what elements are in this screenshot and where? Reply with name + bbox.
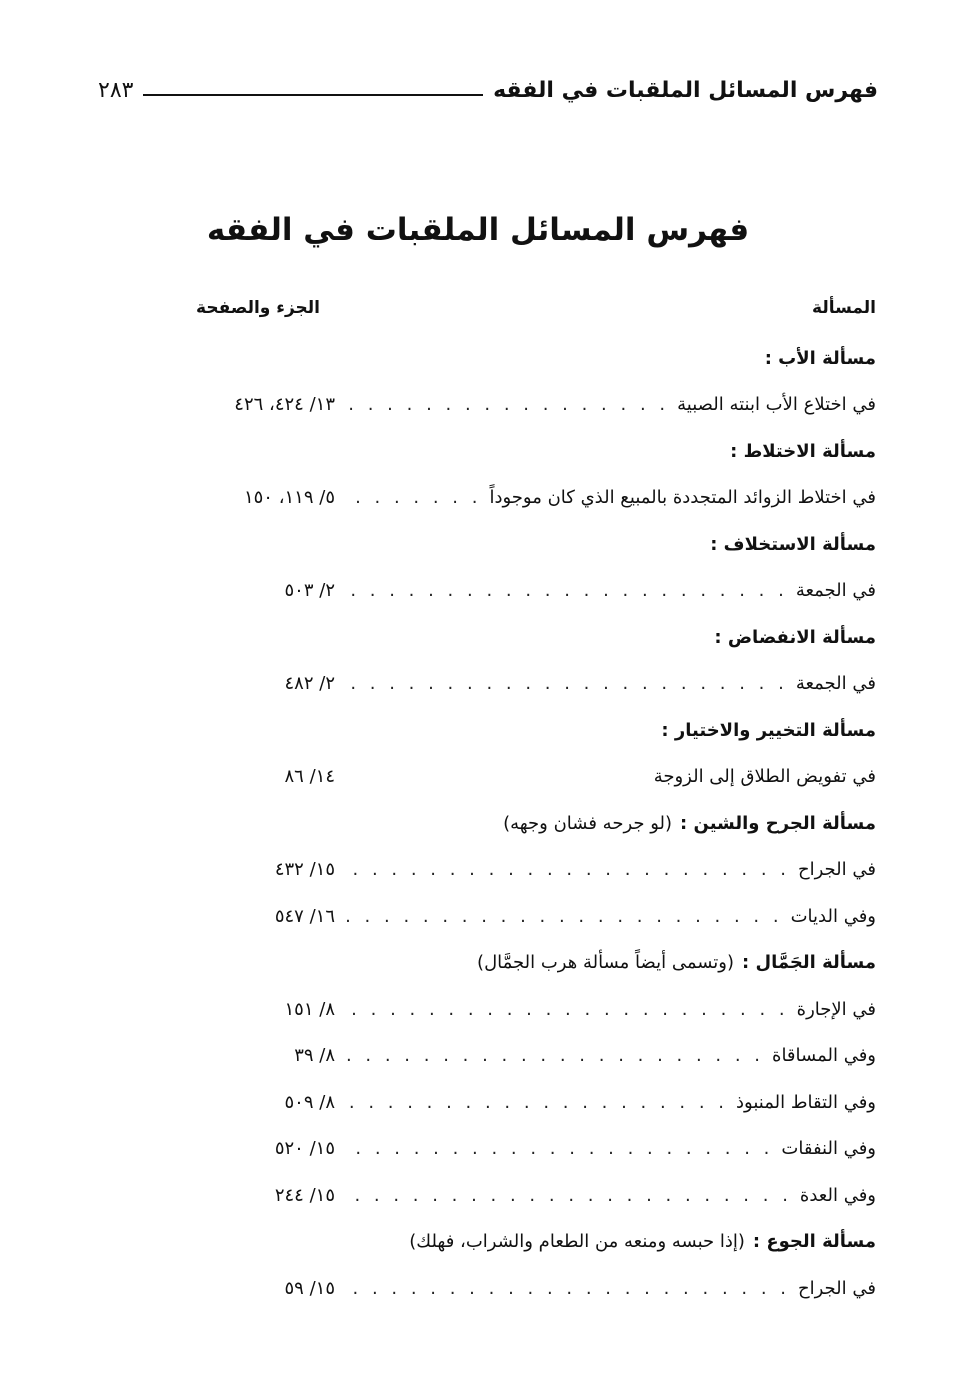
dot-leader: . . . . . . . . . . . . . . . . . . . . … xyxy=(343,998,789,1020)
entry-text: في اختلاط الزوائد المتجددة بالمبيع الذي … xyxy=(489,487,876,508)
section-title: مسألة الاستخلاف : xyxy=(710,533,876,555)
dot-leader: . . . . . . . . . . . . . . . . . . . . … xyxy=(343,1045,765,1066)
index-entry: في الجراح . . . . . . . . . . . . . . . .… xyxy=(170,850,926,890)
index-entry: وفي المساقاة . . . . . . . . . . . . . . … xyxy=(170,1036,926,1076)
index-entry: في اختلاط الزوائد المتجددة بالمبيع الذي … xyxy=(170,478,926,518)
index-entry: وفي التقاط المنبوذ . . . . . . . . . . . … xyxy=(170,1082,926,1122)
section-heading: مسألة التخيير والاختيار : xyxy=(170,710,876,750)
dot-leader: . . . . . . . . . . . . . . . . . . . . … xyxy=(343,859,790,880)
entry-reference: ٨/ ٥٠٩ xyxy=(284,1091,335,1113)
index-entry: وفي النفقات . . . . . . . . . . . . . . .… xyxy=(170,1129,926,1169)
header-rule xyxy=(143,94,484,96)
section-title: مسألة الجوع : xyxy=(752,1231,876,1252)
entry-reference: ١٥/ ٥٩ xyxy=(284,1277,335,1299)
section-note: (وتسمى أيضاً مسألة هرب الجمَّال) xyxy=(477,952,735,973)
dot-leader: . . . . . . . . . . . . . . . . . . . . … xyxy=(343,673,788,694)
entry-reference: ١٥/ ٥٢٠ xyxy=(274,1138,335,1159)
dot-leader: . . . . . . . . . . . . . . . . . . . . … xyxy=(343,1277,790,1299)
section-heading: مسألة الجرح والشين : (لو جرحه فشان وجهه) xyxy=(170,803,876,843)
section-title: مسألة الأب : xyxy=(764,347,876,369)
entry-reference: ١٦/ ٥٤٧ xyxy=(274,905,335,927)
entry-text: في الإجارة xyxy=(796,998,876,1020)
entry-reference: ٨/ ٣٩ xyxy=(294,1045,335,1066)
entry-reference: ١٤/ ٨٦ xyxy=(284,766,335,787)
entry-text: وفي النفقات xyxy=(781,1138,876,1159)
section-title: مسألة التخيير والاختيار : xyxy=(661,719,876,741)
entry-reference: ٢/ ٥٠٣ xyxy=(284,580,335,601)
entry-text: وفي المساقاة xyxy=(772,1045,876,1066)
section-note: (إذا حبسه ومنعه من الطعام والشراب، فهلك) xyxy=(409,1231,745,1252)
section-heading: مسألة الانفضاض : xyxy=(170,617,876,657)
dot-leader: . . . . . . . . . . . . . . . . . . . . … xyxy=(343,1138,774,1159)
section-title: مسألة الاختلاط : xyxy=(730,440,876,462)
dot-leader: . . . . . . . . . . . . . . . . . . . . … xyxy=(343,487,482,508)
dot-leader: . . . . . . . . . . . . . . . . . . . . … xyxy=(343,580,788,601)
entry-text: في الجمعة xyxy=(795,580,876,601)
section-heading: مسألة الاختلاط : xyxy=(170,431,876,471)
dot-leader: . . . . . . . . . . . . . . . . . . . . … xyxy=(343,905,783,927)
index-entry: وفي الديات . . . . . . . . . . . . . . . … xyxy=(170,896,926,936)
entry-reference: ١٣/ ٤٢٤، ٤٢٦ xyxy=(234,394,335,415)
entry-text: في الجمعة xyxy=(795,673,876,694)
section-note: (لو جرحه فشان وجهه) xyxy=(503,812,673,834)
entry-text: وفي العدة xyxy=(799,1184,876,1206)
index-entry: في الجمعة . . . . . . . . . . . . . . . .… xyxy=(170,664,926,704)
section-title: مسألة الانفضاض : xyxy=(714,626,876,648)
section-heading: مسألة الأب : xyxy=(170,338,876,378)
index-entry: وفي العدة . . . . . . . . . . . . . . . .… xyxy=(170,1175,926,1215)
index-entry: في الجراح . . . . . . . . . . . . . . . .… xyxy=(170,1268,926,1308)
index-entry: في الجمعة . . . . . . . . . . . . . . . .… xyxy=(170,571,926,611)
page-number: ٢٨٣ xyxy=(98,77,134,103)
index-entry: في تفويض الطلاق إلى الزوجة ١٤/ ٨٦ xyxy=(170,757,926,797)
dot-leader: . . . . . . . . . . . . . . . . . . . . … xyxy=(343,1091,729,1113)
entry-reference: ٥/ ١١٩، ١٥٠ xyxy=(243,487,335,508)
entry-reference: ٨/ ١٥١ xyxy=(284,998,335,1020)
column-header-issue: المسألة xyxy=(812,298,876,318)
entry-text: في تفويض الطلاق إلى الزوجة xyxy=(653,766,876,787)
entry-text: في الجراح xyxy=(798,859,876,880)
running-title: فهرس المسائل الملقبات في الفقه xyxy=(493,77,878,103)
section-heading: مسألة الجوع : (إذا حبسه ومنعه من الطعام و… xyxy=(170,1222,876,1262)
running-header: فهرس المسائل الملقبات في الفقه ٢٨٣ xyxy=(98,70,878,110)
entry-reference: ١٥/ ٤٣٢ xyxy=(274,859,335,880)
entry-reference: ١٥/ ٢٤٤ xyxy=(274,1184,335,1206)
column-header-reference: الجزء والصفحة xyxy=(196,298,320,318)
section-heading: مسألة الجَمَّال : (وتسمى أيضاً مسألة هرب … xyxy=(170,943,876,983)
section-title: مسألة الجرح والشين : xyxy=(680,812,876,834)
section-heading: مسألة الاستخلاف : xyxy=(170,524,876,564)
page-title: فهرس المسائل الملقبات في الفقه xyxy=(206,212,750,248)
entry-reference: ٢/ ٤٨٢ xyxy=(284,673,335,694)
entry-text: وفي الديات xyxy=(790,905,876,927)
entry-text: وفي التقاط المنبوذ xyxy=(736,1091,876,1113)
dot-leader: . . . . . . . . . . . . . . . . . . . . … xyxy=(343,394,670,415)
index-entry: في اختلاع الأب ابنته الصبية . . . . . . .… xyxy=(170,385,926,425)
section-title: مسألة الجَمَّال : xyxy=(742,952,876,973)
dot-leader: . . . . . . . . . . . . . . . . . . . . … xyxy=(343,1184,792,1206)
index-entry: في الإجارة . . . . . . . . . . . . . . . … xyxy=(170,989,926,1029)
entry-text: في الجراح xyxy=(798,1277,876,1299)
entry-text: في اختلاع الأب ابنته الصبية xyxy=(677,394,876,415)
